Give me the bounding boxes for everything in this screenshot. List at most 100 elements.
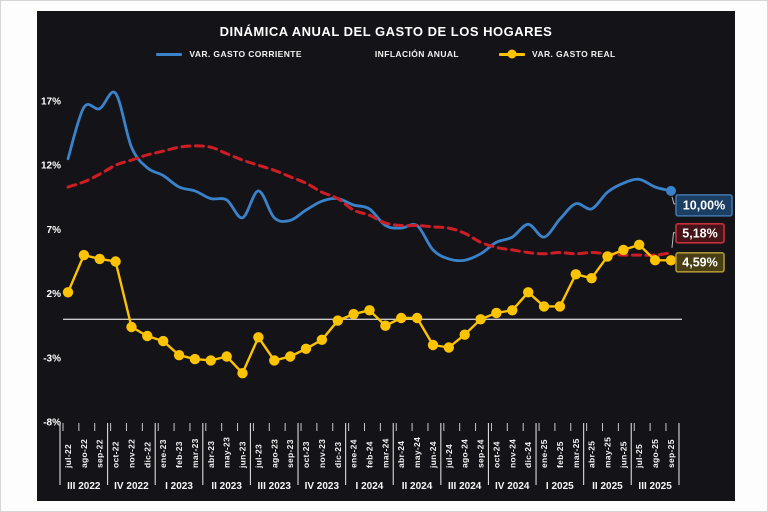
- x-axis-month-label: sep-25: [666, 439, 676, 468]
- x-axis-quarter-label: II 2023: [211, 481, 242, 492]
- x-axis-month-label: abr-24: [396, 441, 406, 468]
- series-gasto-real-marker: [380, 320, 391, 331]
- x-axis-month-label: dic-23: [333, 442, 343, 468]
- x-axis-month-label: mar-24: [380, 438, 390, 468]
- end-label-badge-gasto-corriente: [675, 194, 733, 217]
- x-axis-month-label: abr-25: [587, 441, 597, 468]
- x-axis-month-label: jun-23: [238, 441, 248, 469]
- end-label-badge-gasto-real: [675, 252, 725, 273]
- x-axis-quarter-label: III 2025: [638, 481, 672, 492]
- x-axis-month-label: oct-23: [301, 441, 311, 468]
- series-gasto-real-marker: [538, 301, 550, 312]
- series-gasto-real-marker: [285, 351, 296, 362]
- end-label-badge-inflacion: [675, 222, 725, 244]
- y-axis-tick-label: -8%: [43, 418, 61, 429]
- x-axis-quarter-label: I 2024: [356, 481, 384, 492]
- series-gasto-real-marker: [205, 355, 216, 366]
- x-axis-month-label: jul-24: [444, 444, 454, 469]
- series-gasto-real-marker: [269, 355, 280, 366]
- series-gasto-real-marker: [396, 312, 407, 324]
- x-axis-month-label: jun-25: [618, 441, 628, 469]
- x-axis-month-label: sep-24: [476, 439, 486, 468]
- y-axis-tick-label: 17%: [41, 97, 61, 108]
- x-axis-quarter-label: III 2022: [67, 481, 101, 492]
- y-axis-tick-label: -3%: [43, 353, 61, 364]
- x-axis-quarter-label: IV 2022: [114, 481, 149, 492]
- x-axis-month-label: jun-24: [428, 441, 438, 469]
- series-gasto-real-marker: [491, 307, 502, 319]
- series-gasto-real-marker: [173, 350, 185, 361]
- x-axis-quarter-label: I 2025: [546, 481, 574, 492]
- series-gasto-real-marker: [507, 305, 518, 316]
- series-gasto-real-marker: [634, 239, 645, 250]
- x-axis-quarter-label: IV 2023: [305, 481, 340, 492]
- x-axis-month-label: feb-24: [365, 441, 375, 468]
- x-axis-month-label: dic-24: [523, 442, 533, 468]
- end-label-value: 5,18%: [682, 226, 717, 240]
- x-axis-month-label: may-24: [412, 437, 422, 468]
- x-axis-month-label: sep-22: [95, 439, 105, 468]
- x-axis-month-label: ago-24: [460, 439, 470, 468]
- series-gasto-real-marker: [253, 332, 264, 343]
- legend-swatch-line-blue: [156, 52, 183, 56]
- series-gasto-real-marker: [142, 330, 153, 342]
- series-gasto-real-marker: [554, 301, 566, 312]
- x-axis-month-label: ago-22: [79, 439, 89, 468]
- legend-item-gasto-corriente: VAR. GASTO CORRIENTE: [156, 49, 302, 59]
- x-axis-month-label: ago-25: [650, 439, 660, 468]
- series-gasto-real-marker: [427, 339, 439, 351]
- x-axis-quarter-label: III 2024: [448, 481, 482, 492]
- x-axis-month-label: mar-25: [571, 438, 581, 468]
- series-gasto-real-marker: [570, 269, 581, 280]
- end-label-value: 10,00%: [683, 199, 725, 213]
- legend-item-inflacion: INFLACIÓN ANUAL: [342, 49, 459, 59]
- y-axis-tick-label: 12%: [41, 161, 61, 172]
- legend-swatch-marker-yellow: [499, 49, 525, 59]
- series-gasto-real-marker: [523, 287, 534, 298]
- x-axis-quarter-label: II 2024: [402, 481, 433, 492]
- series-inflacion-line: [66, 144, 673, 257]
- series-gasto-real-marker: [237, 368, 248, 379]
- x-axis-month-label: abr-23: [206, 441, 216, 468]
- series-gasto-real-marker: [110, 256, 121, 267]
- series-gasto-real-marker: [189, 353, 201, 365]
- x-axis-month-label: ago-23: [269, 439, 279, 468]
- x-axis-month-label: jul-25: [634, 444, 644, 469]
- series-gasto-corriente-end-marker: [665, 185, 676, 196]
- series-gasto-real-marker: [475, 314, 486, 325]
- x-axis-month-label: mar-23: [190, 438, 200, 468]
- x-axis-month-label: feb-25: [555, 441, 565, 468]
- series-gasto-real-marker: [618, 244, 629, 256]
- x-axis-month-label: jul-22: [63, 444, 73, 469]
- series-gasto-real-marker: [316, 334, 328, 345]
- x-axis-quarter-label: III 2023: [258, 481, 292, 492]
- chart-canvas: 17% 12% 7% 2% -3% -8% jul-22 ago-22 sep-22 oct-22…: [41, 90, 733, 492]
- x-axis-month-label: jul-23: [253, 444, 263, 469]
- x-axis-month-label: ene-23: [158, 439, 168, 468]
- series-gasto-real-marker: [78, 249, 90, 261]
- series-gasto-real-marker: [62, 287, 74, 298]
- series-gasto-real-marker: [300, 343, 312, 354]
- y-axis-tick-label: 2%: [47, 289, 62, 300]
- x-axis-quarter-label: I 2023: [165, 481, 193, 492]
- x-axis-month-label: ene-25: [539, 439, 549, 468]
- end-label-leader: [671, 232, 676, 248]
- series-gasto-real-marker: [364, 305, 375, 316]
- x-axis-month-label: dic-22: [142, 442, 152, 468]
- series-gasto-real-marker: [94, 253, 105, 265]
- x-axis-month-label: oct-22: [111, 441, 121, 468]
- series-gasto-real-marker: [221, 351, 232, 362]
- series-gasto-real-marker: [602, 251, 613, 262]
- x-axis-month-label: may-25: [603, 437, 613, 468]
- x-axis-quarter-label: IV 2024: [495, 481, 530, 492]
- series-gasto-real-marker: [443, 342, 454, 353]
- legend-label: INFLACIÓN ANUAL: [374, 49, 459, 59]
- series-gasto-real-marker: [158, 335, 169, 347]
- x-axis-month-label: nov-22: [127, 439, 137, 468]
- x-axis-month-label: nov-23: [317, 439, 327, 468]
- x-axis-month-label: feb-23: [174, 441, 184, 468]
- legend-label: VAR. GASTO REAL: [532, 49, 616, 59]
- series-gasto-real-marker: [348, 308, 359, 320]
- series-gasto-real-marker: [332, 315, 343, 326]
